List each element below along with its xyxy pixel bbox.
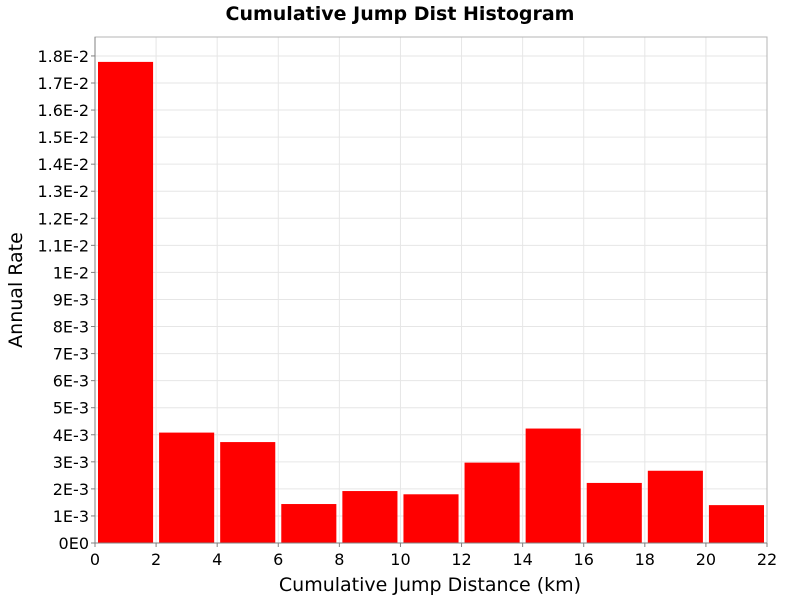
axes (94, 37, 767, 544)
y-tick-label: 5E-3 (53, 399, 89, 418)
x-tick-label: 8 (334, 550, 344, 569)
y-tick-label: 7E-3 (53, 345, 89, 364)
y-tick-label: 1.1E-2 (37, 236, 89, 255)
x-tick-label: 10 (390, 550, 410, 569)
y-tick-label: 9E-3 (53, 290, 89, 309)
y-tick-label: 1.8E-2 (37, 47, 89, 66)
y-tick-label: 1E-3 (53, 507, 89, 526)
bars-group (98, 61, 764, 544)
histogram-bar (586, 482, 642, 543)
x-tick-label: 14 (512, 550, 532, 569)
histogram-bar (220, 442, 276, 543)
x-tick-label: 2 (151, 550, 161, 569)
x-tick-label: 6 (273, 550, 283, 569)
y-tick-label: 3E-3 (53, 453, 89, 472)
histogram-bar (342, 491, 398, 543)
histogram-bar (708, 505, 764, 543)
x-tick-label: 0 (90, 550, 100, 569)
y-tick-label: 6E-3 (53, 372, 89, 391)
y-tick-label: 1.3E-2 (37, 182, 89, 201)
x-axis-ticks: 0 2 4 6 8 10 12 14 16 18 20 22 (90, 543, 777, 569)
x-tick-label: 4 (212, 550, 222, 569)
y-tick-label: 1.7E-2 (37, 74, 89, 93)
y-tick-label: 2E-3 (53, 480, 89, 499)
x-axis-label: Cumulative Jump Distance (km) (279, 574, 581, 596)
chart-title: Cumulative Jump Dist Histogram (226, 3, 575, 25)
y-tick-label: 1.2E-2 (37, 209, 89, 228)
histogram-bar (159, 432, 215, 543)
x-tick-label: 12 (451, 550, 471, 569)
histogram-bar (403, 494, 459, 543)
histogram-bar (647, 470, 703, 543)
y-tick-label: 1.6E-2 (37, 101, 89, 120)
y-tick-label: 1.5E-2 (37, 128, 89, 147)
y-tick-label: 1E-2 (53, 263, 89, 282)
histogram-bar (525, 428, 581, 543)
x-tick-label: 18 (635, 550, 655, 569)
y-tick-label: 1.4E-2 (37, 155, 89, 174)
histogram-bar (98, 61, 154, 544)
y-axis-label: Annual Rate (5, 232, 27, 348)
y-tick-label: 8E-3 (53, 318, 89, 337)
histogram-bar (281, 504, 337, 543)
y-axis-ticks: 0E0 1E-3 2E-3 3E-3 4E-3 5E-3 6E-3 7E-3 8E-3 9E-3 1… (37, 47, 95, 553)
x-tick-label: 20 (696, 550, 716, 569)
histogram-bar (464, 462, 520, 543)
x-tick-label: 16 (574, 550, 594, 569)
y-tick-label: 4E-3 (53, 426, 89, 445)
x-tick-label: 22 (757, 550, 777, 569)
y-tick-label: 0E0 (59, 534, 89, 553)
